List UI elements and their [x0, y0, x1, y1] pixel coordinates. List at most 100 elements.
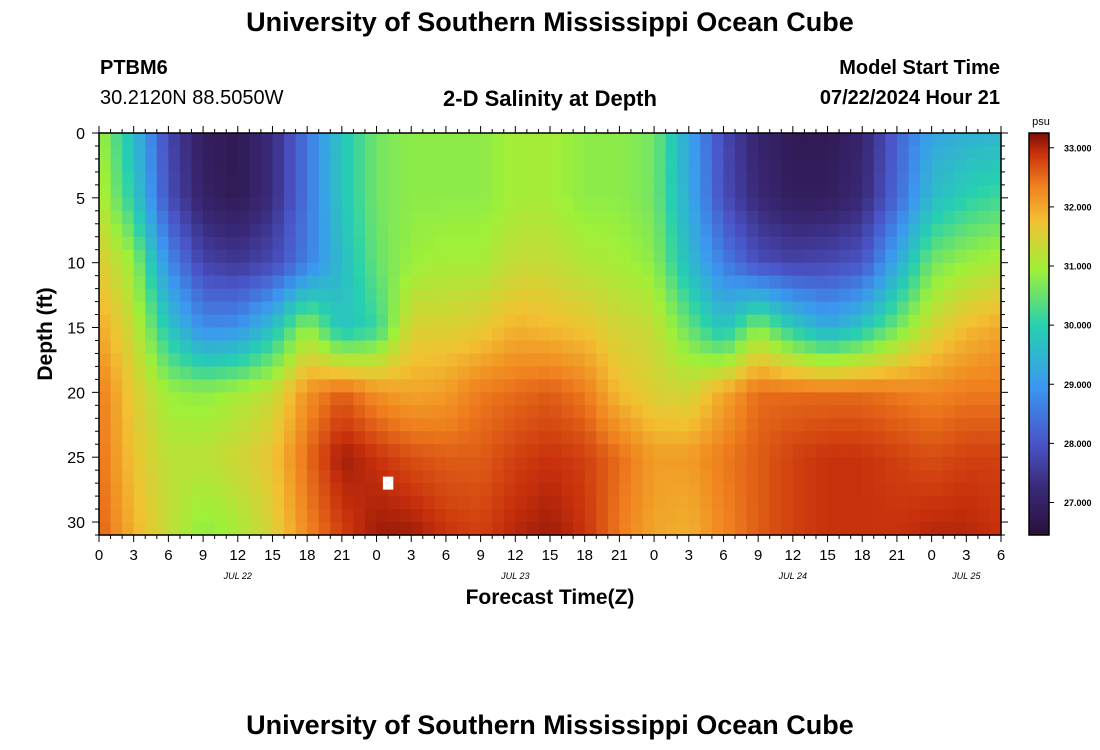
- heatmap-cell: [226, 314, 239, 329]
- heatmap-cell: [307, 392, 320, 406]
- heatmap-cell: [364, 379, 378, 393]
- heatmap-cell: [376, 210, 389, 225]
- heatmap-cell: [862, 496, 875, 510]
- heatmap-cell: [353, 210, 366, 225]
- heatmap-cell: [873, 522, 886, 536]
- heatmap-cell: [538, 223, 551, 238]
- heatmap-cell: [364, 145, 378, 160]
- heatmap-cell: [214, 522, 227, 536]
- heatmap-cell: [503, 184, 516, 199]
- heatmap-cell: [746, 509, 759, 523]
- heatmap-cell: [966, 522, 979, 536]
- heatmap-cell: [758, 418, 771, 432]
- heatmap-cell: [168, 158, 181, 173]
- heatmap-cell: [480, 444, 493, 458]
- heatmap-cell: [364, 262, 378, 277]
- heatmap-cell: [792, 340, 806, 355]
- heatmap-cell: [966, 405, 979, 419]
- heatmap-cell: [364, 496, 378, 510]
- heatmap-cell: [422, 301, 435, 316]
- heatmap-cell: [700, 158, 713, 173]
- heatmap-cell: [480, 145, 493, 160]
- heatmap-cell: [515, 158, 528, 173]
- heatmap-cell: [480, 431, 493, 445]
- heatmap-cell: [538, 301, 551, 316]
- heatmap-cell: [445, 522, 459, 536]
- heatmap-cell: [700, 457, 713, 471]
- heatmap-cell: [203, 353, 216, 368]
- heatmap-cell: [237, 418, 250, 432]
- heatmap-cell: [99, 522, 112, 536]
- heatmap-cell: [943, 405, 956, 419]
- heatmap-cell: [237, 392, 250, 406]
- heatmap-cell: [99, 262, 112, 277]
- heatmap-cell: [156, 522, 169, 536]
- heatmap-cell: [550, 262, 563, 277]
- heatmap-cell: [503, 288, 516, 303]
- heatmap-cell: [920, 262, 933, 277]
- heatmap-cell: [203, 418, 216, 432]
- heatmap-cell: [723, 353, 736, 368]
- heatmap-cell: [156, 353, 169, 368]
- heatmap-cell: [110, 223, 123, 238]
- heatmap-cell: [584, 262, 597, 277]
- heatmap-cell: [896, 275, 910, 290]
- heatmap-cell: [237, 431, 250, 445]
- heatmap-cell: [99, 288, 112, 303]
- heatmap-cell: [133, 145, 146, 160]
- heatmap-cell: [711, 392, 725, 406]
- heatmap-cell: [538, 210, 551, 225]
- heatmap-cell: [573, 496, 586, 510]
- heatmap-cell: [711, 405, 725, 419]
- heatmap-cell: [133, 275, 146, 290]
- heatmap-cell: [688, 483, 701, 497]
- heatmap-cell: [515, 418, 528, 432]
- heatmap-cell: [804, 249, 817, 264]
- heatmap-cell: [665, 210, 678, 225]
- heatmap-cell: [330, 249, 343, 264]
- heatmap-cell: [943, 288, 956, 303]
- heatmap-cell: [561, 353, 574, 368]
- heatmap-cell: [920, 197, 933, 212]
- heatmap-cell: [492, 327, 505, 342]
- heatmap-cell: [168, 133, 181, 147]
- heatmap-cell: [596, 223, 609, 238]
- heatmap-cell: [203, 379, 216, 393]
- heatmap-cell: [573, 249, 586, 264]
- heatmap-cell: [584, 483, 597, 497]
- heatmap-cell: [156, 210, 169, 225]
- heatmap-cell: [122, 262, 135, 277]
- heatmap-cell: [203, 509, 216, 523]
- heatmap-cell: [607, 431, 620, 445]
- heatmap-cell: [792, 288, 806, 303]
- heatmap-cell: [341, 223, 355, 238]
- heatmap-cell: [550, 353, 563, 368]
- heatmap-cell: [307, 418, 320, 432]
- heatmap-cell: [318, 288, 331, 303]
- heatmap-cell: [133, 184, 146, 199]
- heatmap-cell: [596, 522, 609, 536]
- heatmap-cell: [434, 444, 447, 458]
- heatmap-cell: [561, 418, 574, 432]
- heatmap-cell: [179, 262, 193, 277]
- heatmap-cell: [550, 197, 563, 212]
- heatmap-cell: [203, 405, 216, 419]
- heatmap-cell: [862, 314, 875, 329]
- heatmap-cell: [295, 301, 308, 316]
- heatmap-cell: [110, 340, 123, 355]
- heatmap-cell: [99, 314, 112, 329]
- heatmap-cell: [966, 353, 979, 368]
- heatmap-cell: [561, 223, 574, 238]
- heatmap-cell: [503, 405, 516, 419]
- heatmap-cell: [422, 171, 435, 186]
- heatmap-cell: [399, 236, 412, 251]
- heatmap-cell: [954, 470, 967, 484]
- heatmap-cell: [966, 444, 979, 458]
- heatmap-cell: [654, 392, 667, 406]
- heatmap-cell: [584, 522, 597, 536]
- heatmap-cell: [203, 392, 216, 406]
- heatmap-cell: [619, 275, 632, 290]
- heatmap-cell: [769, 275, 782, 290]
- heatmap-cell: [272, 210, 285, 225]
- heatmap-cell: [723, 275, 736, 290]
